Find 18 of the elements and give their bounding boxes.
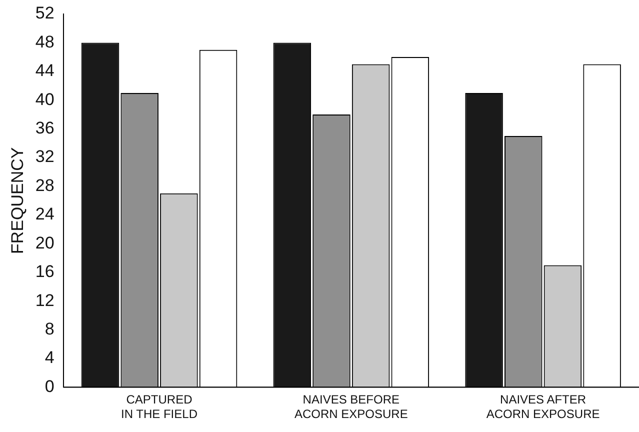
- y-tick-label: 32: [35, 147, 54, 166]
- x-tick-label: NAIVES AFTER ACORN EXPOSURE: [486, 392, 600, 422]
- y-tick-label: 12: [35, 290, 54, 310]
- y-tick-label: 40: [35, 90, 54, 109]
- x-tick-label: NAIVES BEFORE ACORN EXPOSURE: [294, 392, 408, 422]
- y-tick-label: 52: [35, 4, 54, 23]
- y-tick-label: 8: [44, 319, 54, 338]
- y-axis-title: FREQUENCY: [8, 147, 27, 254]
- x-tick-label: CAPTURED IN THE FIELD: [121, 392, 198, 422]
- y-tick-label: 16: [35, 262, 54, 282]
- y-tick-label: 36: [35, 118, 54, 138]
- y-tick-label: 20: [35, 233, 54, 252]
- y-tick-label: 44: [35, 61, 54, 80]
- y-tick-label: 28: [35, 176, 54, 195]
- y-tick-label: 0: [44, 376, 54, 396]
- y-tick-label: 48: [35, 32, 54, 52]
- y-tick-label: 4: [44, 348, 54, 368]
- y-tick-label: 24: [35, 204, 54, 224]
